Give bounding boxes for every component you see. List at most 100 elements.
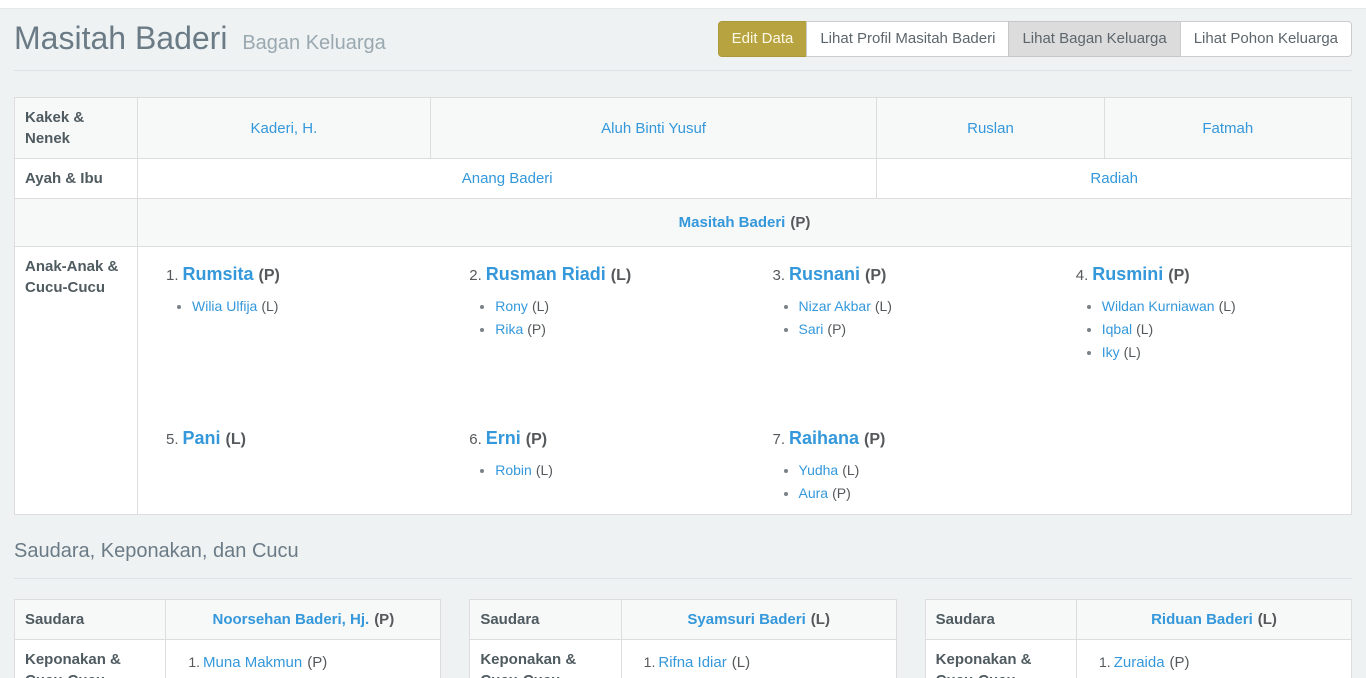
grandchild-link[interactable]: Aura — [798, 485, 829, 501]
child-item: 2.Rusman Riadi(L) Rony(L) Rika(P) — [441, 261, 744, 367]
nephews-row-label: Keponakan & Cucu-Cucu — [469, 639, 622, 678]
sibling-name-cell: Riduan Baderi (L) — [1076, 599, 1352, 640]
child-number: 2. — [469, 267, 482, 284]
grandchild-link[interactable]: Rika — [495, 321, 524, 337]
grandmother-maternal-link[interactable]: Fatmah — [1202, 119, 1254, 137]
nephew-gender: (P) — [1169, 654, 1190, 671]
grandchild-item: Sari(P) — [799, 321, 1036, 337]
nephew-item: 1.Muna Makmun(P) Nafies Luthfi(L) — [188, 652, 430, 678]
child-number: 6. — [469, 431, 482, 448]
person-name-title: Masitah Baderi — [14, 20, 228, 56]
father-link[interactable]: Anang Baderi — [461, 170, 553, 187]
self-row: Masitah Baderi (P) — [14, 198, 1352, 247]
child-heading: 6. Erni (P) — [469, 425, 732, 453]
sibling-table-3: Saudara Riduan Baderi(L) Keponakan & Cuc… — [924, 599, 1352, 678]
child-gender: (P) — [865, 267, 887, 284]
grandchild-link[interactable]: Wildan Kurniawan — [1101, 298, 1215, 314]
child-number: 5. — [166, 431, 179, 448]
child-heading: 7. Raihana (P) — [773, 425, 1036, 453]
father-cell: Anang Baderi — [136, 158, 878, 199]
sibling-link[interactable]: Syamsuri Baderi — [687, 611, 806, 628]
grandchildren-list: Robin(L) — [469, 462, 732, 478]
child-link[interactable]: Rusmini — [1092, 264, 1164, 284]
child-link[interactable]: Raihana — [789, 428, 860, 448]
grandchild-link[interactable]: Rony — [495, 298, 528, 314]
child-heading: 5. Pani (L) — [166, 425, 429, 453]
child-link[interactable]: Rumsita — [182, 264, 254, 284]
self-link[interactable]: Masitah Baderi — [678, 214, 786, 231]
child-link[interactable]: Pani — [182, 428, 221, 448]
grandchild-link[interactable]: Yudha — [798, 462, 839, 478]
nephews-row: Keponakan & Cucu-Cucu 1.Zuraida(P) Andik… — [924, 639, 1352, 678]
navbar-bottom-strip — [0, 0, 1366, 9]
child-number: 1. — [166, 267, 179, 284]
grandmother-paternal-link[interactable]: Aluh Binti Yusuf — [601, 119, 706, 137]
nephews-row-label: Keponakan & Cucu-Cucu — [13, 639, 167, 678]
child-gender: (P) — [864, 431, 886, 448]
grandchildren-list: Wildan Kurniawan(L) Iqbal(L) Iky(L) — [1076, 298, 1339, 360]
sibling-gender: (L) — [1257, 611, 1277, 628]
sibling-table-1: Saudara Noorsehan Baderi, Hj. (P) Keponak… — [13, 599, 442, 678]
nephews-list: 1.Zuraida(P) Andika Nugraha Rahman(L) — [1085, 652, 1341, 678]
nephew-link[interactable]: Muna Makmun — [203, 654, 303, 671]
grandfather-paternal-link[interactable]: Kaderi, H. — [250, 119, 318, 137]
sibling-row-label: Saudara — [924, 599, 1078, 640]
grandchild-item: Wilia Ulfija(L) — [192, 298, 429, 314]
grandchildren-list: Yudha(L) Aura(P) — [773, 462, 1036, 501]
nephews-cell: 1.Muna Makmun(P) Nafies Luthfi(L) — [165, 639, 442, 678]
nephews-cell: 1.Zuraida(P) Andika Nugraha Rahman(L) — [1076, 639, 1352, 678]
grandchild-item: Iky(L) — [1102, 344, 1339, 360]
page-container: Masitah Baderi Bagan Keluarga Edit Data … — [0, 9, 1366, 678]
child-link[interactable]: Rusman Riadi — [485, 264, 606, 284]
sibling-link[interactable]: Noorsehan Baderi, Hj. — [212, 611, 370, 628]
grandchildren-list: Wilia Ulfija(L) — [166, 298, 429, 314]
self-cell: Masitah Baderi (P) — [137, 198, 1352, 247]
view-chart-button[interactable]: Lihat Bagan Keluarga — [1008, 20, 1181, 57]
grandchild-link[interactable]: Sari — [798, 321, 824, 337]
grandchild-gender: (L) — [531, 298, 550, 314]
grandchild-gender: (L) — [874, 298, 892, 314]
child-item: 4.Rusmini(P) Wildan Kurniawan(L) Iqbal(L… — [1048, 261, 1351, 367]
nephew-link[interactable]: Rifna Idiar — [658, 654, 727, 671]
sibling-name-cell: Syamsuri Baderi (L) — [620, 599, 897, 640]
sibling-name-row: Saudara Syamsuri Baderi (L) — [469, 599, 897, 640]
grandchild-link[interactable]: Iqbal — [1101, 321, 1133, 337]
nephews-row-label: Keponakan & Cucu-Cucu — [924, 639, 1078, 678]
nephew-item: 1.Zuraida(P) Andika Nugraha Rahman(L) — [1099, 652, 1341, 678]
child-item: 3.Rusnani(P) Nizar Akbar(L) Sari(P) — [745, 261, 1048, 367]
nephew-number: 1. — [643, 654, 656, 670]
children-list: 1.Rumsita(P) Wilia Ulfija(L) 2.Rusman Ri… — [138, 261, 1351, 508]
self-gender: (P) — [790, 214, 811, 231]
sibling-tables-grid: Saudara Noorsehan Baderi, Hj. (P) Keponak… — [13, 599, 1352, 678]
grandchild-link[interactable]: Robin — [495, 462, 532, 478]
grandchild-gender: (L) — [535, 462, 553, 478]
grandchild-gender: (L) — [1218, 298, 1236, 314]
nephew-link[interactable]: Zuraida — [1113, 654, 1165, 671]
parents-row: Ayah & Ibu Anang Baderi Radiah — [14, 158, 1352, 199]
page-header: Masitah Baderi Bagan Keluarga Edit Data … — [14, 9, 1352, 71]
child-link[interactable]: Rusnani — [789, 264, 861, 284]
sibling-row-label: Saudara — [469, 599, 622, 640]
child-item: 7.Raihana(P) Yudha(L) Aura(P) — [745, 425, 1048, 508]
sibling-name-cell: Noorsehan Baderi, Hj. (P) — [165, 599, 442, 640]
nephews-list: 1.Rifna Idiar(L) Sari Mardiah(P) — [630, 652, 886, 678]
grandchild-link[interactable]: Nizar Akbar — [798, 298, 871, 314]
grandfather-maternal-link[interactable]: Ruslan — [967, 119, 1014, 137]
grandmother-maternal-cell: Fatmah — [1103, 97, 1353, 159]
child-gender: (L) — [225, 431, 246, 448]
child-gender: (L) — [610, 267, 632, 284]
sibling-link[interactable]: Riduan Baderi — [1151, 611, 1253, 628]
mother-link[interactable]: Radiah — [1090, 170, 1138, 187]
view-tree-button[interactable]: Lihat Pohon Keluarga — [1179, 20, 1352, 57]
grandchild-link[interactable]: Iky — [1101, 344, 1120, 360]
grandchild-gender: (P) — [832, 485, 851, 501]
child-number: 4. — [1075, 267, 1089, 284]
sibling-gender: (L) — [810, 611, 830, 628]
grandchild-link[interactable]: Wilia Ulfija — [192, 298, 258, 314]
nephews-cell: 1.Rifna Idiar(L) Sari Mardiah(P) — [620, 639, 897, 678]
mother-cell: Radiah — [876, 158, 1352, 199]
view-profile-button[interactable]: Lihat Profil Masitah Baderi — [806, 20, 1010, 57]
child-link[interactable]: Erni — [485, 428, 521, 448]
nephew-gender: (P) — [307, 654, 328, 671]
edit-data-button[interactable]: Edit Data — [717, 20, 808, 57]
